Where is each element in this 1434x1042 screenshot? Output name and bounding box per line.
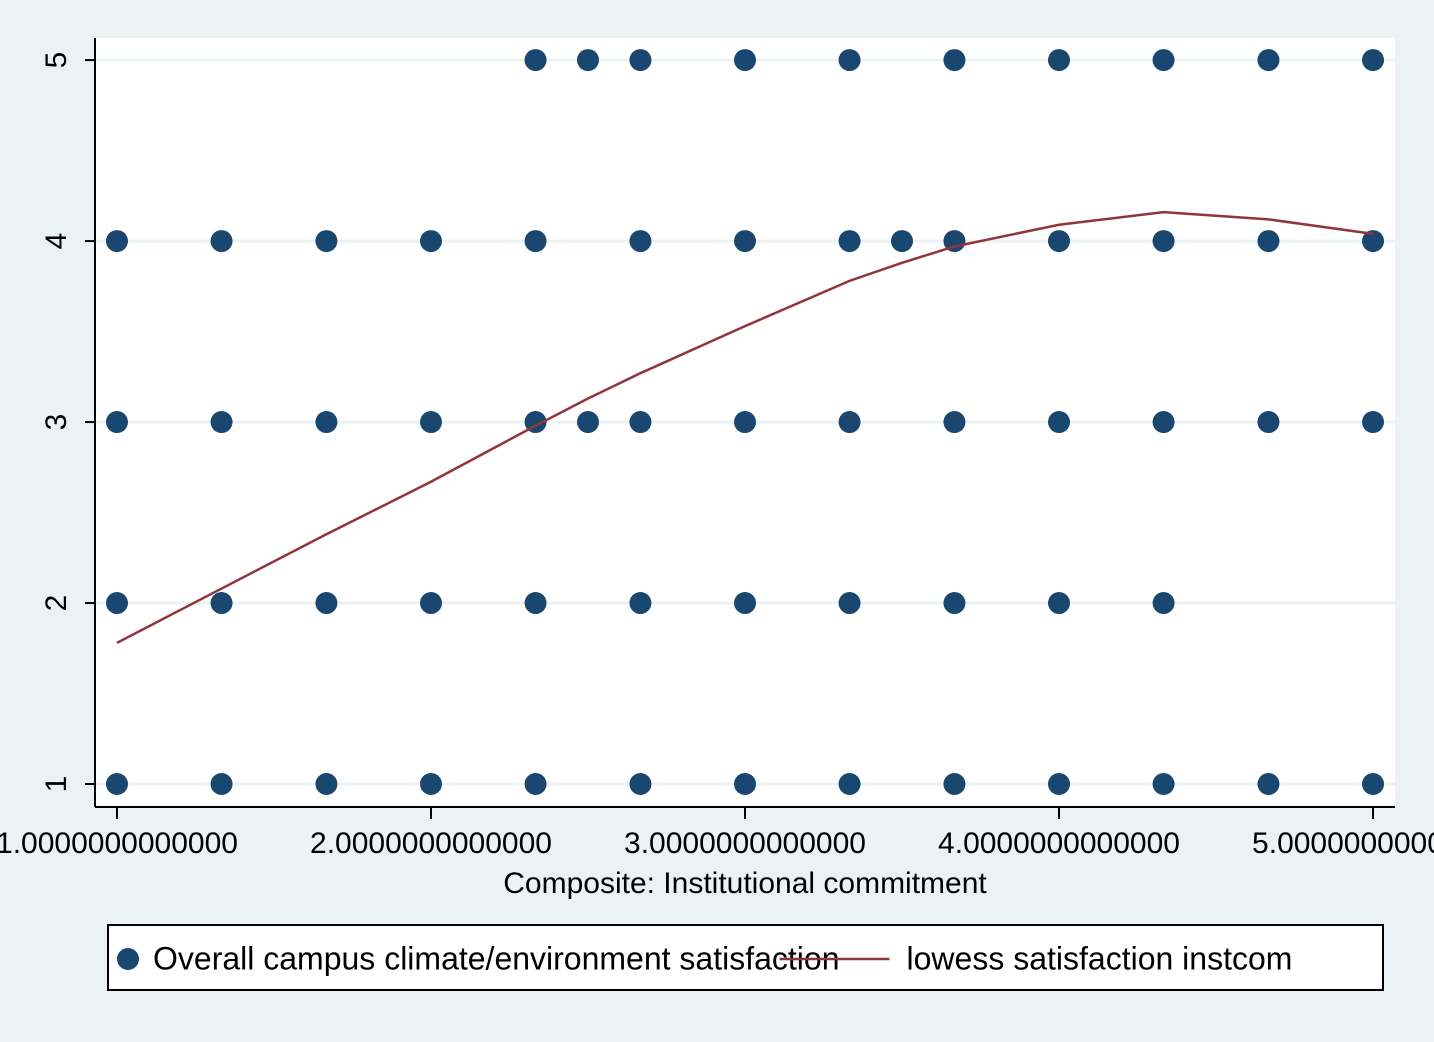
point bbox=[1152, 230, 1175, 253]
point bbox=[576, 411, 599, 434]
y-tick-label: 3 bbox=[40, 414, 73, 431]
point bbox=[419, 230, 442, 253]
y-tick-label: 5 bbox=[40, 52, 73, 69]
point bbox=[1152, 592, 1175, 615]
point bbox=[1152, 49, 1175, 72]
point bbox=[838, 773, 861, 796]
point bbox=[524, 592, 547, 615]
point bbox=[419, 592, 442, 615]
point bbox=[1362, 411, 1385, 434]
point bbox=[105, 230, 128, 253]
point bbox=[1362, 773, 1385, 796]
point bbox=[524, 230, 547, 253]
point bbox=[210, 230, 233, 253]
x-tick-label: 1.0000000000000 bbox=[0, 827, 238, 860]
point bbox=[629, 773, 652, 796]
point bbox=[943, 592, 966, 615]
point bbox=[1257, 230, 1280, 253]
point bbox=[1362, 49, 1385, 72]
point bbox=[629, 592, 652, 615]
point bbox=[838, 411, 861, 434]
point bbox=[1048, 411, 1071, 434]
point bbox=[210, 411, 233, 434]
point bbox=[629, 411, 652, 434]
x-tick-label: 4.0000000000000 bbox=[938, 827, 1180, 860]
point bbox=[1048, 773, 1071, 796]
point bbox=[1048, 230, 1071, 253]
point bbox=[576, 49, 599, 72]
point bbox=[943, 411, 966, 434]
point bbox=[838, 230, 861, 253]
point bbox=[1257, 411, 1280, 434]
point bbox=[524, 49, 547, 72]
legend-label: lowess satisfaction instcom bbox=[907, 940, 1293, 976]
point bbox=[419, 411, 442, 434]
point bbox=[105, 592, 128, 615]
point bbox=[734, 49, 756, 72]
point bbox=[1048, 592, 1071, 615]
point bbox=[838, 49, 861, 72]
point bbox=[734, 773, 756, 796]
lowess-line bbox=[116, 210, 1374, 644]
point bbox=[629, 49, 652, 72]
point bbox=[210, 773, 233, 796]
x-tick-label: 2.0000000000000 bbox=[310, 827, 552, 860]
point bbox=[524, 773, 547, 796]
point bbox=[419, 773, 442, 796]
y-tick-label: 1 bbox=[40, 776, 73, 793]
point bbox=[315, 592, 338, 615]
point bbox=[943, 49, 966, 72]
point bbox=[838, 592, 861, 615]
point bbox=[891, 230, 914, 253]
point bbox=[210, 592, 233, 615]
point bbox=[1257, 773, 1280, 796]
point bbox=[1362, 230, 1385, 253]
point bbox=[315, 773, 338, 796]
point bbox=[1257, 49, 1280, 72]
point bbox=[943, 773, 966, 796]
y-tick-label: 2 bbox=[40, 595, 73, 612]
point bbox=[1152, 411, 1175, 434]
y-tick-label: 4 bbox=[40, 233, 73, 250]
point bbox=[105, 411, 128, 434]
point bbox=[1048, 49, 1071, 72]
x-axis-title: Composite: Institutional commitment bbox=[503, 867, 987, 900]
point bbox=[105, 773, 128, 796]
point bbox=[734, 411, 756, 434]
legend-label: Overall campus climate/environment satis… bbox=[153, 940, 840, 976]
legend-box bbox=[107, 924, 1384, 991]
point bbox=[734, 230, 756, 253]
x-tick-label: 3.0000000000000 bbox=[624, 827, 866, 860]
point bbox=[315, 411, 338, 434]
point bbox=[629, 230, 652, 253]
point bbox=[1152, 773, 1175, 796]
legend-marker bbox=[117, 948, 139, 970]
x-tick-label: 5.0000000000000 bbox=[1252, 827, 1434, 860]
point bbox=[734, 592, 756, 615]
point bbox=[315, 230, 338, 253]
